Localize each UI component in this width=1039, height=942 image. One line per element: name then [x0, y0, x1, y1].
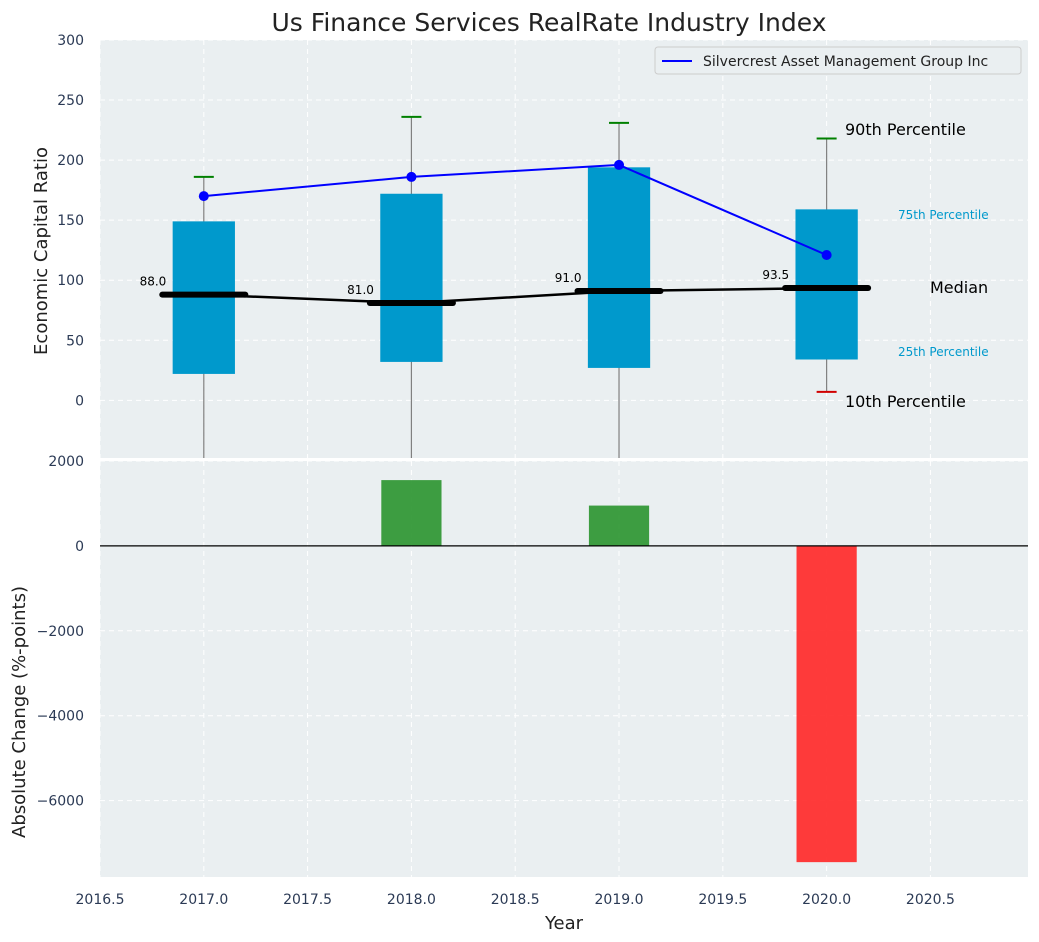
chart-title: Us Finance Services RealRate Industry In…	[272, 8, 827, 37]
x-tick-label: 2018.5	[491, 892, 540, 908]
bottom-y-tick-label: −4000	[37, 709, 84, 725]
x-tick-label: 2017.5	[283, 892, 332, 908]
top-panel-boxplot: 0 50 100 150 200 250 300 88.0 81.0 91.0 93.5 90th…	[57, 33, 1028, 458]
x-tick-label: 2019.5	[698, 892, 747, 908]
bottom-y-tick-label: 2000	[48, 454, 84, 470]
p10-annotation: 10th Percentile	[845, 392, 966, 411]
top-y-tick-label: 200	[57, 153, 84, 169]
iqr-box	[172, 221, 235, 374]
x-tick-label: 2018.0	[387, 892, 436, 908]
top-y-tick-labels: 0 50 100 150 200 250 300	[57, 33, 84, 409]
change-bars	[100, 480, 1028, 863]
x-tick-labels: 2016.5 2017.0 2017.5 2018.0 2018.5 2019.0 2019…	[76, 892, 955, 908]
series-point	[614, 159, 625, 170]
x-tick-label: 2020.5	[906, 892, 955, 908]
legend: Silvercrest Asset Management Group Inc	[654, 46, 1022, 75]
x-tick-label: 2016.5	[76, 892, 125, 908]
top-y-tick-label: 300	[57, 33, 84, 49]
median-value-label: 88.0	[140, 275, 167, 289]
median-value-labels: 88.0 81.0 91.0 93.5	[140, 268, 790, 297]
top-plot-area	[100, 40, 1028, 458]
top-y-tick-label: 100	[57, 273, 84, 289]
percentile-annotations: 90th Percentile 75th Percentile Median 2…	[845, 120, 989, 411]
bottom-y-tick-label: 0	[75, 539, 84, 555]
p25-annotation: 25th Percentile	[898, 345, 989, 359]
change-bar	[796, 545, 857, 863]
series-point	[198, 191, 209, 202]
percentile-caps	[193, 115, 837, 393]
iqr-box	[795, 209, 858, 360]
bottom-y-tick-label: −2000	[37, 624, 84, 640]
series-point	[406, 171, 417, 182]
median-value-label: 93.5	[762, 268, 789, 282]
median-value-label: 91.0	[555, 271, 582, 285]
median-bars	[159, 285, 872, 307]
change-bar	[381, 480, 442, 546]
p90-annotation: 90th Percentile	[845, 120, 966, 139]
median-annotation: Median	[930, 278, 988, 297]
top-y-tick-label: 250	[57, 93, 84, 109]
boxes	[172, 167, 858, 374]
legend-series-label: Silvercrest Asset Management Group Inc	[703, 54, 988, 70]
bottom-y-tick-labels: −6000 −4000 −2000 0 2000	[37, 454, 84, 810]
series-point	[821, 250, 832, 261]
median-line	[203, 286, 827, 305]
series-line	[203, 163, 828, 256]
bottom-y-axis-label: Absolute Change (%-points)	[9, 586, 30, 838]
bottom-y-tick-label: −6000	[37, 794, 84, 810]
x-tick-label: 2019.0	[595, 892, 644, 908]
top-y-tick-label: 50	[66, 333, 84, 349]
bottom-plot-area	[100, 461, 1028, 877]
median-value-label: 81.0	[347, 283, 374, 297]
top-y-tick-label: 150	[57, 213, 84, 229]
top-y-tick-label: 0	[75, 393, 84, 409]
legend-box	[654, 46, 1022, 75]
change-bar	[588, 505, 650, 546]
x-axis-label: Year	[544, 913, 584, 934]
iqr-box	[587, 167, 651, 368]
top-y-axis-label: Economic Capital Ratio	[31, 147, 52, 355]
median-trend-line	[203, 286, 827, 305]
x-tick-label: 2020.0	[802, 892, 851, 908]
company-series	[198, 159, 832, 261]
x-tick-label: 2017.0	[179, 892, 228, 908]
p75-annotation: 75th Percentile	[898, 208, 989, 222]
iqr-box	[380, 193, 443, 362]
